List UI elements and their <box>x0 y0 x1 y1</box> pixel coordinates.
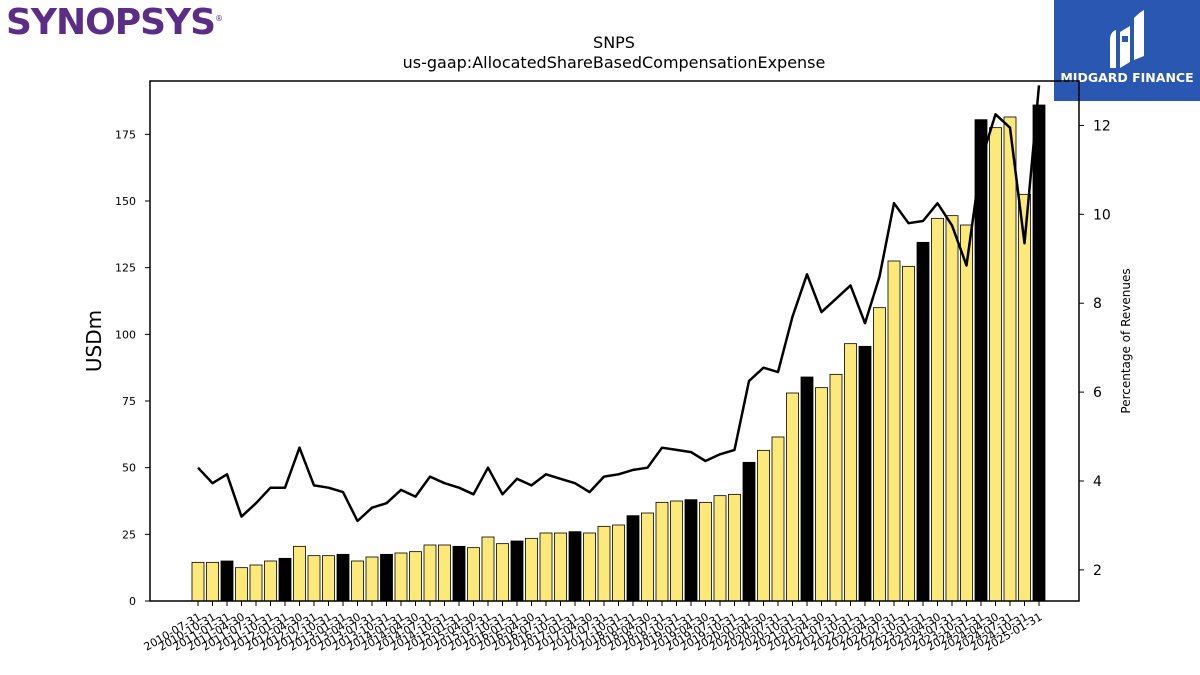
y2-tick-label: 8 <box>1093 296 1102 312</box>
bar <box>554 532 567 602</box>
bar <box>757 449 770 602</box>
bar-series <box>191 104 1046 602</box>
plot-frame <box>149 80 1080 602</box>
x-axis: 2010-07-312010-10-312011-01-312011-04-30… <box>142 601 1045 654</box>
bar <box>467 547 480 602</box>
bar <box>568 531 582 602</box>
bar <box>742 461 756 602</box>
bar <box>394 552 408 602</box>
chart-subtitle: us-gaap:AllocatedShareBasedCompensationE… <box>403 53 826 72</box>
bar <box>496 543 509 602</box>
bar <box>989 127 1002 602</box>
y-tick-label: 25 <box>122 528 136 541</box>
chart-title: SNPS <box>593 33 635 52</box>
registered-mark: ® <box>215 14 223 23</box>
bar <box>771 436 785 602</box>
y2-tick-label: 2 <box>1093 563 1102 579</box>
bar <box>452 545 466 602</box>
bar <box>829 373 843 602</box>
bar <box>684 499 698 602</box>
bar <box>438 544 451 602</box>
bar <box>380 553 393 602</box>
y-tick-label: 150 <box>115 195 136 208</box>
bar <box>264 560 277 602</box>
bar <box>206 561 219 602</box>
y-tick-label: 50 <box>122 462 136 475</box>
bar <box>844 343 857 602</box>
bar <box>510 540 524 602</box>
y2-tick-label: 12 <box>1093 118 1111 134</box>
bar <box>800 376 814 602</box>
bar <box>626 515 640 602</box>
bar <box>873 307 886 602</box>
bar <box>699 501 712 602</box>
bar <box>278 557 292 602</box>
bar <box>409 551 422 602</box>
bar <box>322 555 335 602</box>
bar <box>887 260 901 602</box>
y-tick-label: 0 <box>129 595 136 608</box>
bar <box>960 224 973 602</box>
bar <box>858 345 872 602</box>
line-series <box>197 85 1041 523</box>
bar <box>336 553 350 602</box>
y2-tick-label: 4 <box>1093 474 1102 490</box>
bar <box>786 392 799 602</box>
bar <box>1003 116 1017 602</box>
bar <box>670 500 683 602</box>
y-tick-label: 175 <box>115 128 136 141</box>
y2-axis-label: Percentage of Revenues <box>1119 268 1133 413</box>
bar <box>728 493 741 602</box>
bar <box>815 387 828 602</box>
bar <box>525 537 538 602</box>
bar <box>220 560 234 602</box>
bar <box>481 536 495 602</box>
midgard-logo-name: MIDGARD FINANCE <box>1060 70 1194 85</box>
bar <box>916 241 930 602</box>
synopsys-logo-text: SYNOPSYS <box>6 2 216 43</box>
bar <box>597 525 611 602</box>
bar <box>1018 193 1031 602</box>
bar <box>931 217 944 602</box>
y-axis-label: USDm <box>82 310 106 372</box>
bar <box>641 512 654 602</box>
y-tick-label: 100 <box>115 328 136 341</box>
bar <box>945 215 959 602</box>
y-tick-label: 125 <box>115 262 136 275</box>
bar <box>351 560 364 602</box>
bar <box>655 501 669 602</box>
bar <box>365 556 379 602</box>
bar <box>293 545 306 602</box>
ratio-line <box>197 85 1041 523</box>
bar <box>191 561 205 602</box>
y2-tick-label: 6 <box>1093 385 1102 401</box>
bar <box>539 532 553 602</box>
bar <box>249 564 263 602</box>
bar <box>235 567 248 602</box>
bar <box>307 555 321 602</box>
y-axis-right: 2 4 6 8 10 12 <box>1079 118 1111 579</box>
bar <box>612 524 625 602</box>
y-axis-left: 0 25 50 75 100 125 150 175 <box>115 128 150 608</box>
bar <box>1032 104 1046 602</box>
midgard-logo-icon <box>1110 10 1144 68</box>
synopsys-logo: SYNOPSYS® <box>6 2 223 43</box>
bar <box>713 495 727 602</box>
y-tick-label: 75 <box>122 395 136 408</box>
y2-tick-label: 10 <box>1093 207 1111 223</box>
bar <box>583 532 596 602</box>
bar <box>423 544 437 602</box>
bar <box>902 265 915 602</box>
